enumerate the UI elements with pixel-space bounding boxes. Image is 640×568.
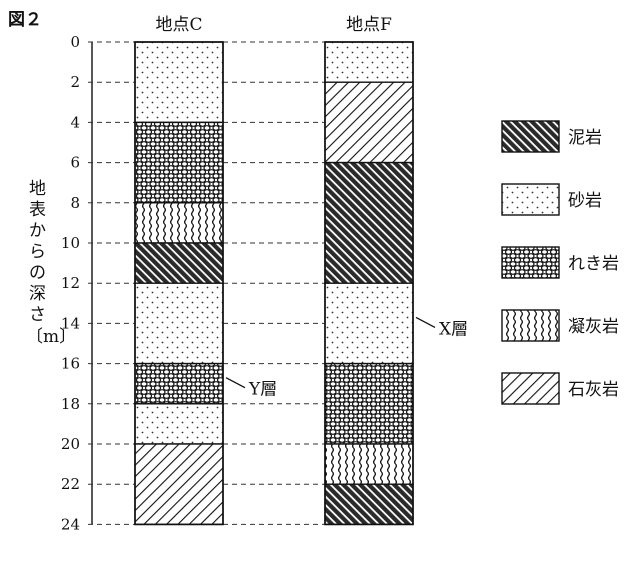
depth-tick-label: 16 (61, 355, 80, 373)
layer-sandstone (324, 282, 414, 365)
layer-mudstone (134, 242, 224, 284)
axis-label-char: 地 (29, 179, 46, 199)
legend-label: 凝灰岩 (568, 317, 619, 337)
axis-label-char: 深 (29, 284, 46, 304)
depth-tick-label: 2 (70, 73, 80, 91)
boring-column: 地点C (134, 15, 224, 526)
legend-item-conglomerate: れき岩 (501, 246, 619, 279)
column-title: 地点C (155, 15, 202, 35)
column-title: 地点F (346, 15, 392, 35)
legend-item-sandstone: 砂岩 (501, 183, 602, 216)
layer-tuff (324, 443, 414, 485)
axis-label-char: の (29, 263, 46, 283)
legend-item-mudstone: 泥岩 (501, 120, 602, 153)
axis-label-char: ら (29, 242, 46, 262)
legend-swatch (501, 120, 560, 153)
depth-tick-label: 6 (70, 154, 80, 172)
legend-item-limestone: 石灰岩 (501, 372, 619, 405)
layer-sandstone (134, 282, 224, 365)
legend-swatch (501, 183, 560, 216)
layer-sandstone (134, 41, 224, 124)
layer-annotations: Y層 X層 (225, 316, 468, 400)
boring-column: 地点F (324, 15, 414, 526)
annotation-label: Y層 (248, 380, 277, 400)
layer-conglomerate (324, 362, 414, 445)
depth-tick-label: 10 (61, 234, 80, 252)
depth-tick-label: 22 (61, 475, 80, 493)
layer-conglomerate (134, 362, 224, 405)
legend-swatch (501, 372, 560, 405)
legend-label: 石灰岩 (568, 380, 619, 400)
axis-unit: 〔m〕 (26, 327, 76, 347)
annotation-leader (415, 316, 436, 328)
depth-tick-label: 20 (61, 435, 80, 453)
layer-limestone (324, 81, 414, 164)
legend-label: 砂岩 (568, 191, 602, 211)
axis-label-char: か (29, 221, 46, 241)
depth-tick-label: 12 (61, 274, 80, 292)
column-outline (324, 41, 414, 526)
depth-tick-label: 24 (61, 515, 80, 533)
layer-limestone (134, 443, 224, 526)
axis-label-char: さ (29, 305, 46, 325)
axis-label-char: 表 (29, 200, 46, 220)
boring-columns: 地点C 地点F (134, 15, 414, 526)
figure-label: 図２ (8, 10, 42, 30)
legend-swatch (501, 309, 560, 342)
column-outline (134, 41, 224, 526)
layer-conglomerate (134, 121, 224, 204)
legend-swatch (501, 246, 560, 279)
depth-tick-label: 14 (61, 314, 80, 332)
depth-tick-label: 8 (70, 194, 80, 212)
annotation-leader (225, 377, 246, 389)
layer-mudstone (324, 483, 414, 526)
layer-tuff (134, 202, 224, 244)
annotation-label: X層 (439, 319, 468, 339)
depth-tick-label: 0 (70, 33, 80, 51)
legend-label: れき岩 (568, 254, 619, 274)
depth-tick-label: 4 (70, 113, 80, 131)
layer-sandstone (134, 403, 224, 445)
layer-mudstone (324, 161, 414, 284)
legend-item-tuff: 凝灰岩 (501, 309, 619, 342)
depth-tick-label: 18 (61, 395, 80, 413)
layer-sandstone (324, 41, 414, 83)
legend-label: 泥岩 (568, 128, 602, 148)
